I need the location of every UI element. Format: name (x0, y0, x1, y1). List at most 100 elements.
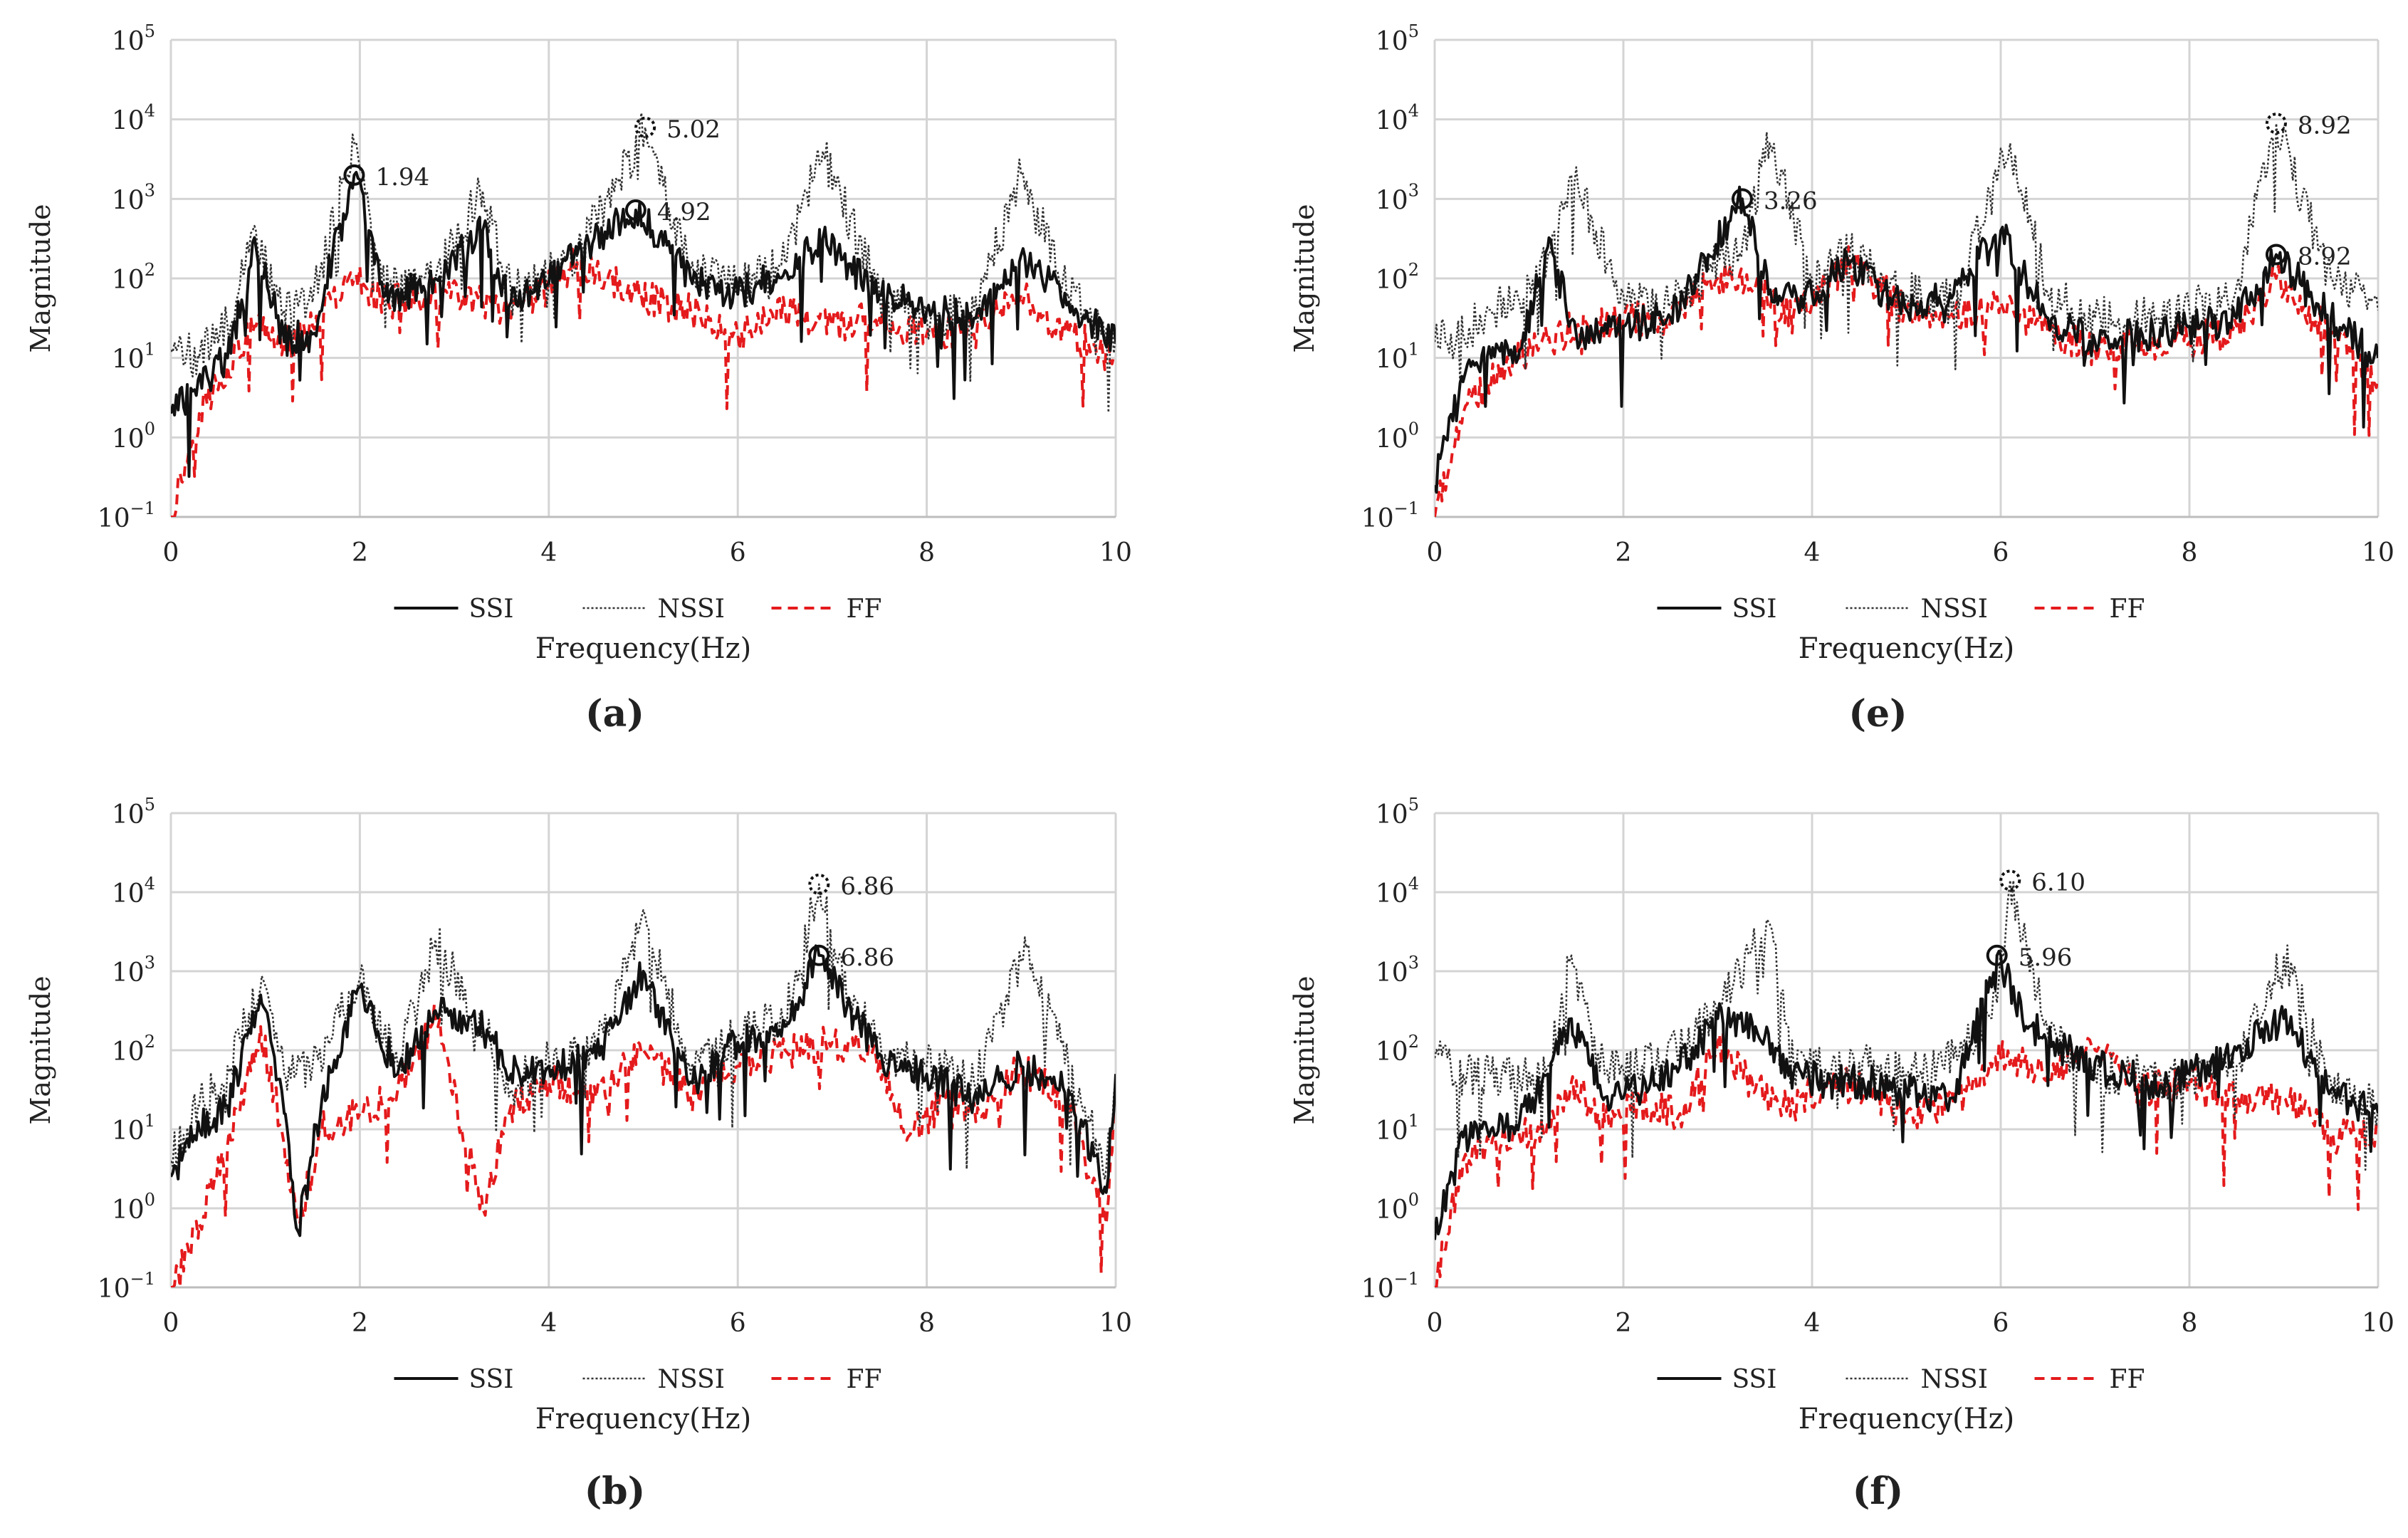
y-tick-label: 101 (112, 1111, 155, 1146)
peak-label: 5.02 (666, 115, 721, 144)
peak-label: 4.92 (657, 198, 711, 226)
y-tick-exponent: 3 (145, 180, 155, 200)
y-axis-label: Magnitude (25, 204, 56, 352)
y-tick-base: 10 (1376, 266, 1408, 295)
x-tick-label: 10 (1099, 1309, 1132, 1338)
y-tick-base: 10 (1361, 504, 1394, 533)
y-tick-base: 10 (1376, 958, 1408, 988)
y-tick-base: 10 (1376, 27, 1408, 56)
legend-label-nssi: NSSI (658, 595, 725, 624)
y-tick-label: 101 (1376, 1111, 1419, 1146)
legend-label-nssi: NSSI (1921, 595, 1988, 624)
legend-label-nssi: NSSI (1921, 1365, 1988, 1394)
series-line-ssi (171, 171, 1116, 478)
y-tick-label: 103 (1376, 953, 1419, 988)
legend-label-ssi: SSI (469, 595, 514, 624)
y-tick-exponent: −1 (1394, 1269, 1419, 1289)
series-line-ff (171, 1003, 1116, 1287)
y-tick-base: 10 (112, 27, 145, 56)
legend-label-ssi: SSI (1732, 1365, 1777, 1394)
x-tick-label: 8 (2182, 1309, 2198, 1338)
y-tick-base: 10 (1376, 186, 1408, 215)
legend-label-ff: FF (847, 1365, 882, 1394)
y-tick-base: 10 (112, 186, 145, 215)
series-line-nssi (171, 112, 1116, 414)
peak-marker-ssi (808, 944, 830, 966)
peak-marker-nssi (634, 116, 656, 138)
x-tick-label: 4 (540, 1309, 557, 1338)
y-tick-exponent: 3 (145, 953, 155, 973)
y-tick-exponent: 5 (145, 795, 155, 815)
y-tick-exponent: 4 (145, 874, 155, 894)
y-tick-base: 10 (112, 1196, 145, 1225)
x-tick-label: 6 (1993, 1309, 2009, 1338)
y-tick-base: 10 (1376, 800, 1408, 830)
y-tick-exponent: 5 (1408, 21, 1419, 41)
peak-marker-nssi (808, 873, 830, 895)
x-tick-label: 4 (1804, 1309, 1821, 1338)
panel-label: (f) (1853, 1470, 1904, 1513)
y-tick-label: 105 (1376, 21, 1419, 56)
x-tick-label: 6 (730, 1309, 746, 1338)
y-tick-exponent: 4 (1408, 874, 1419, 894)
y-tick-label: 100 (1376, 419, 1419, 454)
legend-label-ff: FF (847, 595, 882, 624)
y-tick-label: 10−1 (1361, 498, 1419, 533)
y-tick-exponent: 0 (1408, 1190, 1419, 1210)
y-tick-label: 102 (1376, 260, 1419, 295)
x-tick-label: 2 (352, 538, 368, 567)
peak-marker-ssi (1731, 188, 1753, 210)
peak-marker-nssi (1999, 869, 2021, 891)
y-tick-label: 104 (112, 101, 155, 136)
y-tick-exponent: 5 (145, 21, 155, 41)
y-tick-exponent: 2 (145, 260, 155, 280)
peak-label: 1.94 (375, 163, 429, 192)
y-tick-exponent: −1 (1394, 498, 1419, 518)
y-tick-base: 10 (1376, 1116, 1408, 1146)
chart-panel-a: 0 2 4 6 8 1010−11001011021031041051.945.024.9… (25, 21, 1132, 736)
y-tick-base: 10 (112, 800, 145, 830)
y-tick-base: 10 (112, 1037, 145, 1067)
x-tick-label: 2 (352, 1309, 368, 1338)
peak-label: 5.96 (2019, 943, 2073, 972)
legend-label-ssi: SSI (469, 1365, 514, 1394)
x-axis-label: Frequency(Hz) (535, 632, 752, 665)
series-line-ff (1435, 245, 2378, 517)
y-tick-exponent: 1 (145, 340, 155, 360)
y-tick-label: 100 (1376, 1190, 1419, 1225)
y-tick-exponent: 2 (1408, 260, 1419, 280)
peak-marker-ssi (624, 199, 647, 221)
y-tick-base: 10 (1376, 107, 1408, 136)
y-tick-base: 10 (112, 879, 145, 909)
peak-marker-ssi (1986, 944, 2008, 966)
y-tick-exponent: 4 (145, 101, 155, 121)
x-tick-label: 4 (1804, 538, 1821, 567)
y-tick-label: 105 (112, 21, 155, 56)
y-tick-base: 10 (98, 504, 130, 533)
y-tick-exponent: 5 (1408, 795, 1419, 815)
y-tick-base: 10 (98, 1275, 130, 1304)
y-tick-base: 10 (112, 424, 145, 454)
y-tick-label: 102 (112, 1032, 155, 1067)
y-tick-exponent: −1 (130, 498, 155, 518)
y-tick-exponent: 1 (145, 1111, 155, 1131)
y-tick-base: 10 (112, 266, 145, 295)
series-line-ssi (1435, 949, 2378, 1240)
legend-label-ff: FF (2110, 595, 2145, 624)
y-tick-label: 104 (1376, 101, 1419, 136)
x-tick-label: 10 (2362, 1309, 2394, 1338)
series-line-ff (171, 247, 1116, 517)
y-tick-exponent: 2 (1408, 1032, 1419, 1052)
series-line-ssi (171, 944, 1116, 1238)
y-tick-label: 104 (1376, 874, 1419, 909)
peak-label: 3.26 (1764, 187, 1818, 215)
x-tick-label: 0 (1427, 1309, 1443, 1338)
x-tick-label: 6 (730, 538, 746, 567)
x-tick-label: 0 (163, 1309, 179, 1338)
y-tick-base: 10 (1376, 1196, 1408, 1225)
y-tick-base: 10 (112, 345, 145, 375)
y-tick-base: 10 (112, 958, 145, 988)
x-tick-label: 2 (1616, 1309, 1632, 1338)
y-tick-label: 10−1 (98, 1269, 155, 1304)
y-tick-label: 10−1 (1361, 1269, 1419, 1304)
